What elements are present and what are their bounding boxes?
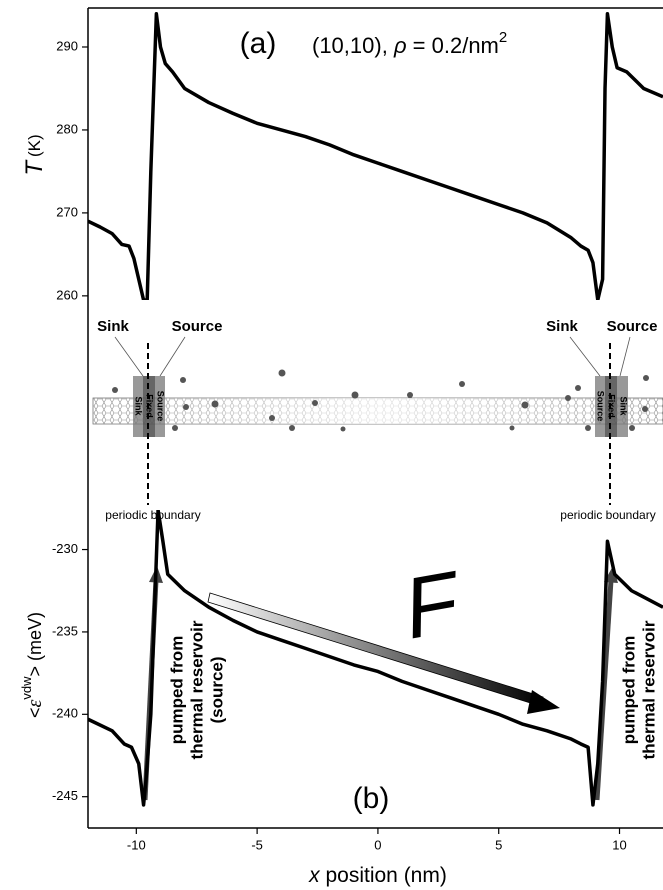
label-part: vdw	[19, 676, 34, 700]
note: (source)	[207, 656, 226, 723]
box-label: Sink	[134, 396, 144, 416]
y-tick-label: -235	[52, 623, 78, 638]
y-tick-label: -230	[52, 541, 78, 556]
label-part: position (nm)	[320, 864, 447, 887]
note: pumped from	[619, 636, 638, 745]
boundary-label: periodic boundary	[560, 508, 655, 522]
x-axis-label: x position (nm)	[308, 864, 447, 887]
panel-label: (b)	[353, 782, 390, 815]
box-label: Fixed	[145, 394, 155, 418]
panel-title: (10,10), ρ = 0.2/nm2	[312, 29, 507, 58]
label-part: x	[308, 864, 321, 887]
frame	[87, 7, 663, 829]
title-part: 2	[499, 29, 507, 46]
title-part: ρ	[393, 33, 407, 58]
note: thermal reservoir	[639, 620, 658, 759]
plot-area	[88, 12, 663, 300]
plots: 260 270 280 290 -245 -240 -235 -230 -10 -5 0 5 10	[52, 12, 663, 852]
title-part: = 0.2/nm	[407, 33, 499, 58]
label-part: <	[25, 708, 45, 719]
y-tick-label: 260	[56, 287, 78, 302]
diagram-label: Sink	[546, 318, 578, 335]
force-label: F	[397, 553, 470, 657]
diagram-label: Sink	[97, 318, 129, 335]
data-line	[88, 12, 663, 300]
y-axis-label: <εvdw> (meV)	[19, 612, 45, 718]
x-tick-label: 0	[374, 837, 381, 852]
x-tick-label: -5	[251, 837, 263, 852]
label-part: T	[21, 159, 48, 176]
y-tick-label: 290	[56, 38, 78, 53]
label-part: ε	[24, 700, 46, 708]
title-part: (10,10),	[312, 33, 394, 58]
y-tick-label: 270	[56, 204, 78, 219]
plot-area	[88, 510, 663, 807]
y-tick-label: -245	[52, 788, 78, 803]
y-tick-label: -240	[52, 706, 78, 721]
box-label: Source	[596, 391, 606, 422]
label-part: > (meV)	[25, 612, 45, 677]
note: thermal reservoir	[187, 620, 206, 759]
panel-label: (a)	[240, 27, 277, 60]
y-tick-label: 280	[56, 121, 78, 136]
diagram-label: Source	[172, 318, 223, 335]
box-label: Source	[156, 391, 166, 422]
note: pumped from	[167, 636, 186, 745]
x-tick-label: 5	[495, 837, 502, 852]
data-line	[88, 510, 663, 807]
nanotube-diagram	[92, 336, 663, 505]
box-label: Sink	[619, 396, 629, 416]
x-tick-label: -10	[127, 837, 146, 852]
y-axis-label: T (K)	[21, 134, 48, 175]
label-part: (K)	[25, 134, 44, 157]
x-tick-label: 10	[612, 837, 626, 852]
boundary-label: periodic boundary	[105, 508, 200, 522]
force-arrow	[207, 592, 560, 714]
box-label: Fixed	[607, 394, 617, 418]
diagram-label: Source	[607, 318, 658, 335]
